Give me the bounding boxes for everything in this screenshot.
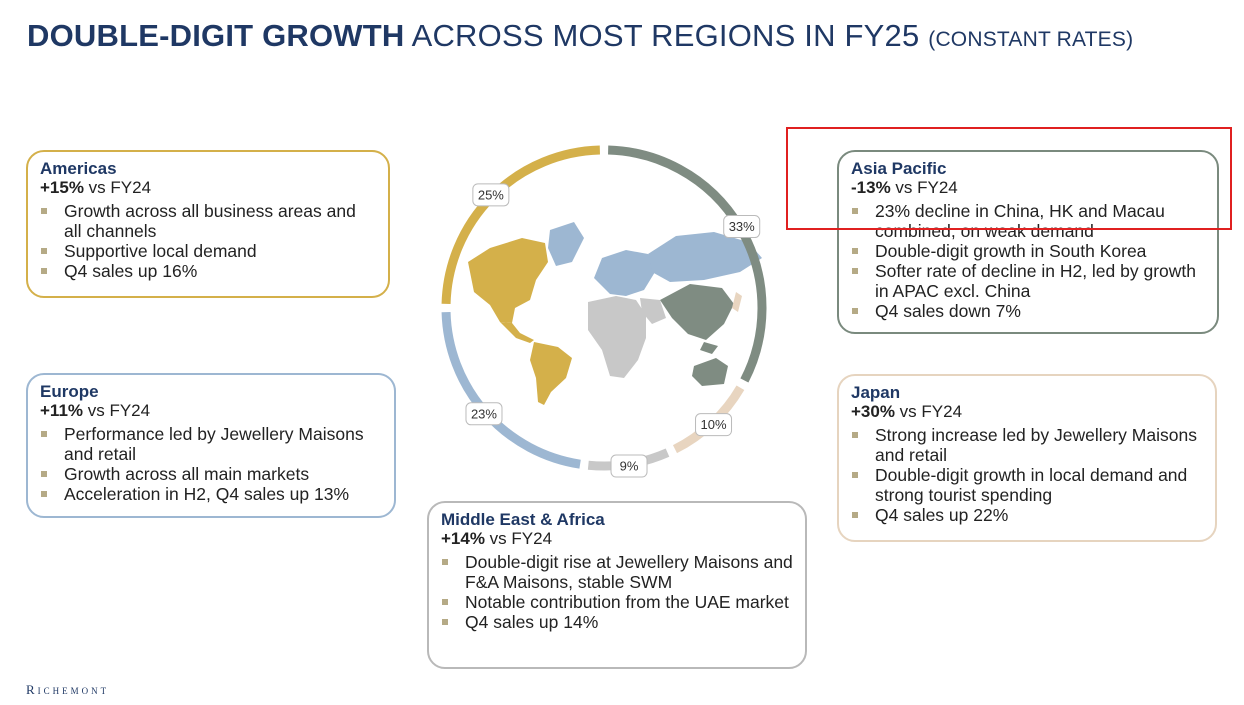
region-name: Americas xyxy=(40,159,117,178)
title-bold: DOUBLE-DIGIT GROWTH xyxy=(27,18,405,53)
bullet-item: Softer rate of decline in H2, led by gro… xyxy=(851,261,1205,301)
region-card-americas: Americas +15% vs FY24 Growth across all … xyxy=(26,150,390,298)
share-label: 25% xyxy=(472,183,510,207)
title-rest: ACROSS MOST REGIONS IN FY25 xyxy=(411,18,920,53)
bullet-item: Q4 sales up 16% xyxy=(40,261,376,281)
bullet-item: Double-digit rise at Jewellery Maisons a… xyxy=(441,552,793,592)
region-name: Middle East & Africa xyxy=(441,510,605,529)
share-label: 9% xyxy=(610,454,648,478)
growth-value: +14% xyxy=(441,529,485,548)
share-label-box xyxy=(695,413,733,437)
growth-suffix: vs FY24 xyxy=(894,402,963,421)
region-growth: -13% vs FY24 xyxy=(851,178,1205,198)
share-label-text: 9% xyxy=(620,459,639,474)
share-label-text: 23% xyxy=(471,406,497,421)
bullet-item: Double-digit growth in South Korea xyxy=(851,241,1205,261)
richemont-logo: Richemont xyxy=(26,682,110,697)
region-card-europe: Europe +11% vs FY24 Performance led by J… xyxy=(26,373,396,518)
bullet-list: Double-digit rise at Jewellery Maisons a… xyxy=(441,552,793,632)
region-growth: +11% vs FY24 xyxy=(40,401,382,421)
region-card-mea: Middle East & Africa +14% vs FY24 Double… xyxy=(427,501,807,669)
growth-value: +11% xyxy=(40,401,84,420)
slide-title: DOUBLE-DIGIT GROWTH ACROSS MOST REGIONS … xyxy=(27,18,1133,54)
region-card-asia-pacific: Asia Pacific -13% vs FY24 23% decline in… xyxy=(837,150,1219,334)
share-label-box xyxy=(472,183,510,207)
share-label: 33% xyxy=(723,215,761,239)
bullet-item: Notable contribution from the UAE market xyxy=(441,592,793,612)
world-map-icon xyxy=(468,222,762,405)
growth-suffix: vs FY24 xyxy=(890,178,958,197)
bullet-item: Acceleration in H2, Q4 sales up 13% xyxy=(40,484,382,504)
growth-suffix: vs FY24 xyxy=(83,401,151,420)
bullet-item: Growth across all main markets xyxy=(40,464,382,484)
growth-value: -13% xyxy=(851,178,891,197)
share-label-box xyxy=(610,454,648,478)
region-growth: +14% vs FY24 xyxy=(441,529,793,549)
growth-suffix: vs FY24 xyxy=(83,178,152,197)
share-label-text: 33% xyxy=(729,219,755,234)
region-name: Japan xyxy=(851,383,901,402)
share-label-text: 25% xyxy=(478,187,504,202)
region-growth: +15% vs FY24 xyxy=(40,178,376,198)
title-note: (CONSTANT RATES) xyxy=(928,28,1134,51)
region-name: Europe xyxy=(40,382,99,401)
bullet-item: Performance led by Jewellery Maisons and… xyxy=(40,424,382,464)
share-label: 10% xyxy=(695,413,733,437)
growth-value: +15% xyxy=(40,178,84,197)
bullet-item: Double-digit growth in local demand and … xyxy=(851,465,1203,505)
bullet-list: Performance led by Jewellery Maisons and… xyxy=(40,424,382,504)
bullet-item: 23% decline in China, HK and Macau combi… xyxy=(851,201,1205,241)
bullet-item: Growth across all business areas and all… xyxy=(40,201,376,241)
share-label-text: 10% xyxy=(701,417,727,432)
region-name: Asia Pacific xyxy=(851,159,947,178)
bullet-list: 23% decline in China, HK and Macau combi… xyxy=(851,201,1205,321)
growth-suffix: vs FY24 xyxy=(484,529,553,548)
bullet-list: Strong increase led by Jewellery Maisons… xyxy=(851,425,1203,525)
region-growth: +30% vs FY24 xyxy=(851,402,1203,422)
share-label-box xyxy=(465,402,503,426)
bullet-item: Q4 sales down 7% xyxy=(851,301,1205,321)
bullet-item: Q4 sales up 14% xyxy=(441,612,793,632)
bullet-item: Q4 sales up 22% xyxy=(851,505,1203,525)
bullet-item: Supportive local demand xyxy=(40,241,376,261)
bullet-list: Growth across all business areas and all… xyxy=(40,201,376,281)
bullet-item: Strong increase led by Jewellery Maisons… xyxy=(851,425,1203,465)
growth-value: +30% xyxy=(851,402,895,421)
region-share-labels: 33% 10% 9% 23% 25% xyxy=(465,183,761,478)
share-label-box xyxy=(723,215,761,239)
share-label: 23% xyxy=(465,402,503,426)
highlight-box xyxy=(786,127,1232,230)
region-card-japan: Japan +30% vs FY24 Strong increase led b… xyxy=(837,374,1217,542)
